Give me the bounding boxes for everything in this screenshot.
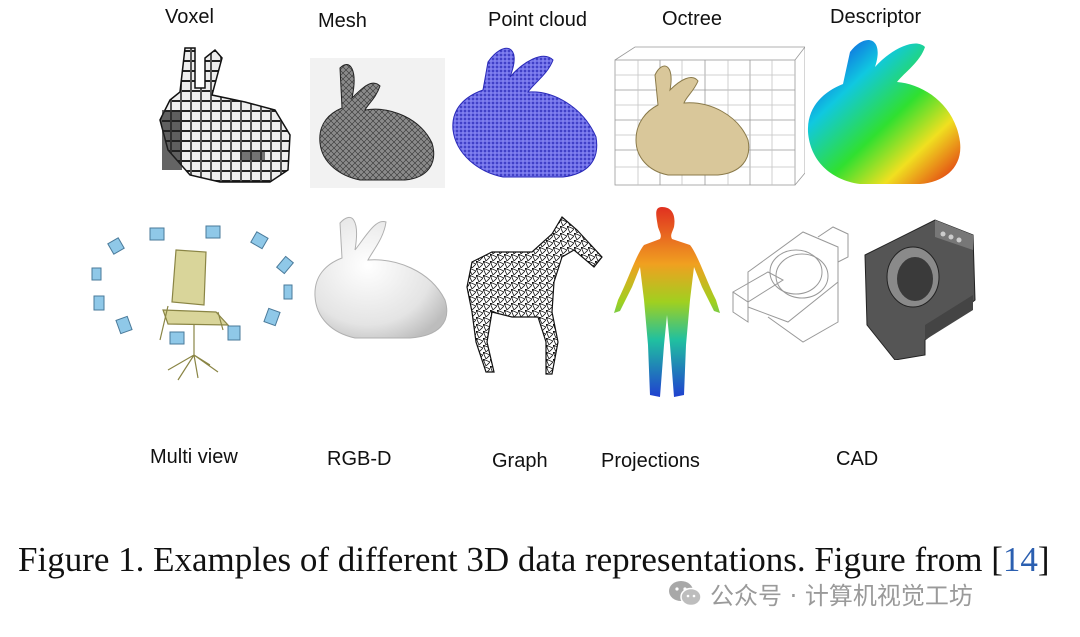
descriptor-bunny-image — [807, 40, 961, 184]
label-multi-view: Multi view — [150, 446, 238, 468]
label-point-cloud: Point cloud — [488, 9, 587, 31]
caption-text: Figure 1. Examples of different 3D data … — [18, 540, 1003, 579]
cad-solid-image — [864, 219, 976, 360]
voxel-bunny-image — [159, 47, 291, 183]
watermark: 公众号 · 计算机视觉工坊 — [668, 576, 973, 611]
label-mesh: Mesh — [318, 10, 367, 32]
octree-bunny-image — [614, 46, 805, 186]
multi-view-chair-image — [91, 225, 295, 381]
label-cad: CAD — [836, 448, 879, 470]
figure-caption: Figure 1. Examples of different 3D data … — [18, 536, 1063, 584]
mesh-bunny-image — [310, 58, 445, 188]
cad-wireframe-image — [732, 226, 849, 343]
citation-link[interactable]: 14 — [1002, 540, 1038, 579]
figure: Voxel Mesh Point cloud Octree Descriptor — [91, 6, 976, 472]
point-cloud-bunny-image — [452, 47, 598, 178]
wechat-icon — [669, 580, 702, 606]
label-projections: Projections — [601, 450, 700, 472]
graph-horse-image — [466, 216, 603, 375]
projections-human-image — [614, 207, 720, 397]
label-voxel: Voxel — [165, 6, 214, 28]
caption-close: ] — [1037, 540, 1050, 579]
rgbd-bunny-image — [314, 217, 448, 339]
watermark-text: 公众号 · 计算机视觉工坊 — [710, 582, 973, 610]
label-descriptor: Descriptor — [830, 6, 922, 28]
label-rgbd: RGB-D — [327, 448, 392, 470]
label-octree: Octree — [662, 8, 723, 30]
label-graph: Graph — [492, 450, 548, 472]
